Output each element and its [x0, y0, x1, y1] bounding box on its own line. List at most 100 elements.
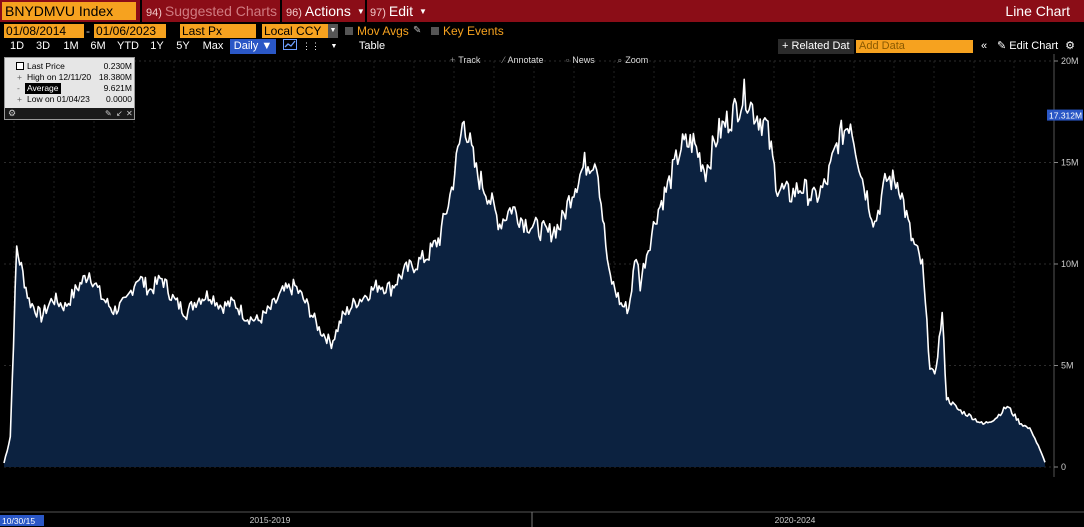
suggested-charts-button[interactable]: 94) Suggested Charts	[146, 2, 277, 20]
legend-high-value: 18.380M	[98, 72, 132, 82]
y-tick-label: 0	[1061, 462, 1066, 472]
price-field-select[interactable]: Last Px	[180, 24, 256, 38]
annotate-tool[interactable]: ⁄ Annotate	[503, 55, 554, 65]
period-ytd[interactable]: YTD	[117, 40, 139, 52]
actions-menu-button[interactable]: 96) Actions ▼	[286, 2, 365, 20]
start-date-field[interactable]: 01/08/2014	[4, 24, 84, 38]
period-3d[interactable]: 3D	[35, 40, 51, 52]
menu-number: 96)	[286, 7, 302, 19]
legend-average-label: Average	[25, 83, 61, 94]
zoom-tool[interactable]: ⌕ Zoom	[617, 55, 658, 65]
related-data-button[interactable]: + Related Dat	[778, 39, 854, 54]
news-label: News	[572, 55, 595, 65]
legend-high-label: High on 12/11/20	[27, 72, 92, 82]
legend-average-value: 9.621M	[103, 83, 132, 93]
legend-last-price: Last Price 0.230M	[5, 61, 134, 72]
x-axis: 10/30/15 2015-2019 2020-2024	[0, 511, 1084, 527]
ticker-field[interactable]: BNYDMVU Index	[2, 2, 136, 20]
bars-icon[interactable]: ⋮⋮	[302, 41, 320, 51]
magnifier-icon: ⌕	[617, 55, 623, 65]
price-line	[3, 78, 1046, 464]
caret-down-icon: ▼	[419, 7, 427, 16]
key-events-label[interactable]: Key Events	[443, 24, 504, 38]
legend-low: + Low on 01/04/23 0.0000	[5, 94, 134, 105]
mov-avgs-checkbox[interactable]	[345, 27, 353, 35]
period-6m[interactable]: 6M	[90, 40, 106, 52]
price-chart[interactable]: 20M 15M 10M 5M 0 17.312M 10/30/15 2015-2019 202…	[0, 54, 1084, 527]
frequency-label: Daily	[233, 40, 259, 52]
end-date-field[interactable]: 01/06/2023	[94, 24, 166, 38]
start-date-marker	[0, 515, 44, 526]
zoom-label: Zoom	[625, 55, 649, 65]
caret-down-icon[interactable]: ▼	[330, 43, 338, 50]
annotate-label: Annotate	[507, 55, 544, 65]
y-tick-label: 15M	[1061, 158, 1079, 168]
series-checkbox[interactable]	[16, 62, 24, 70]
table-button[interactable]: Table	[358, 40, 386, 52]
period-1m[interactable]: 1M	[63, 40, 79, 52]
pencil-icon: ⁄	[502, 55, 505, 65]
divider	[365, 0, 367, 22]
track-label: Track	[458, 55, 481, 65]
pencil-icon[interactable]: ✎	[413, 25, 422, 36]
legend-last-price-label: Last Price	[27, 61, 65, 71]
crosshair-icon: +	[450, 55, 456, 65]
line-style-icon[interactable]	[280, 39, 300, 54]
legend-low-value: 0.0000	[106, 94, 132, 104]
y-tick-label: 20M	[1061, 56, 1079, 66]
last-value-label: 17.312M	[1049, 111, 1082, 121]
period-max[interactable]: Max	[202, 40, 224, 52]
legend-toolbar: ⚙ ✎ ↙ ✕	[5, 108, 134, 119]
pencil-icon: ✎	[997, 40, 1007, 52]
frequency-select[interactable]: Daily ▼	[230, 39, 276, 54]
pencil-icon[interactable]: ✎	[105, 109, 112, 118]
high-marker-icon: +	[17, 72, 22, 82]
legend-last-price-value: 0.230M	[103, 61, 132, 71]
chart-type-title: Line Chart	[1005, 3, 1070, 19]
period-1d[interactable]: 1D	[9, 40, 25, 52]
news-icon: ▫	[566, 55, 570, 65]
caret-down-icon: ▼	[356, 7, 365, 16]
close-icon[interactable]: ✕	[126, 109, 133, 118]
suggested-charts-label: Suggested Charts	[164, 3, 277, 19]
gear-icon[interactable]: ⚙	[1065, 40, 1075, 52]
top-menu-bar: BNYDMVU Index 94) Suggested Charts 96) Act…	[0, 0, 1084, 22]
period-bar: 1D 3D 1M 6M YTD 1Y 5Y Max Daily ▼ ⋮⋮ ▼ T…	[0, 39, 1084, 54]
currency-select[interactable]: Local CCY	[262, 24, 328, 38]
plus-icon: +	[782, 40, 789, 52]
x-tick-label: 10/30/15	[2, 516, 35, 526]
mov-avgs-label[interactable]: Mov Avgs	[357, 24, 409, 38]
add-data-input[interactable]: Add Data	[856, 40, 973, 53]
low-marker-icon: +	[17, 94, 22, 104]
x-tick-label: 2020-2024	[775, 515, 816, 525]
edit-chart-label: Edit Chart	[1009, 40, 1059, 52]
x-tick-label: 2015-2019	[250, 515, 291, 525]
dropdown-arrow-icon[interactable]: ▼	[328, 24, 338, 38]
related-data-label: Related Dat	[791, 40, 850, 52]
legend-box[interactable]: Last Price 0.230M + High on 12/11/20 18.…	[4, 57, 135, 120]
period-5y[interactable]: 5Y	[176, 40, 190, 52]
news-tool[interactable]: ▫ News	[566, 55, 605, 65]
edit-menu-button[interactable]: 97) Edit ▼	[370, 2, 427, 20]
average-marker-icon: -	[17, 83, 20, 93]
y-tick-label: 5M	[1061, 361, 1074, 371]
legend-average: - Average 9.621M	[5, 83, 134, 94]
edit-chart-button[interactable]: ✎ Edit Chart	[997, 39, 1058, 54]
menu-number: 97)	[370, 7, 386, 19]
edit-label: Edit	[388, 3, 414, 19]
date-range-dash: -	[86, 24, 90, 38]
period-1y[interactable]: 1Y	[150, 40, 164, 52]
key-events-checkbox[interactable]	[431, 27, 439, 35]
legend-low-label: Low on 01/04/23	[27, 94, 90, 104]
last-value-marker	[1047, 109, 1083, 121]
y-tick-label: 10M	[1061, 259, 1079, 269]
track-tool[interactable]: + Track	[450, 55, 490, 65]
line-chart-icon	[283, 39, 297, 50]
actions-label: Actions	[304, 3, 351, 19]
divider	[280, 0, 282, 22]
gear-icon[interactable]: ⚙	[8, 108, 17, 118]
collapse-icon[interactable]: «	[980, 40, 988, 52]
resize-icon[interactable]: ↙	[116, 109, 123, 118]
price-area-fill	[4, 79, 1045, 468]
legend-high: + High on 12/11/20 18.380M	[5, 72, 134, 83]
